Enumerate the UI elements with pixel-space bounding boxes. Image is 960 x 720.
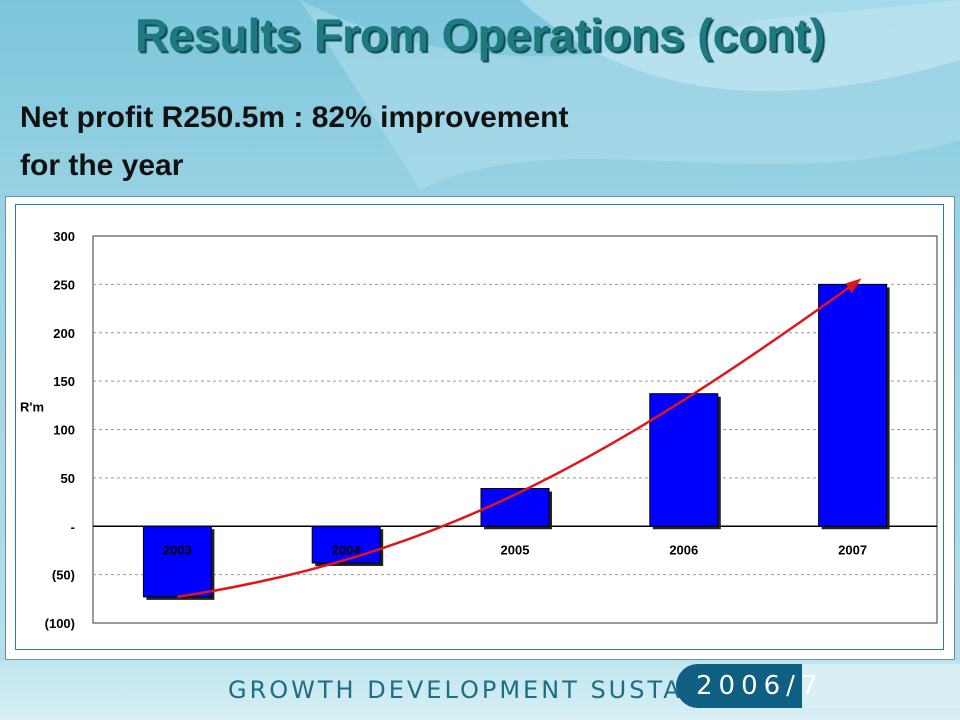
x-tick-label: 2003 xyxy=(163,542,192,557)
y-tick-label: 250 xyxy=(53,277,75,292)
footer-badge-tail xyxy=(802,664,960,708)
subtitle-line-1: Net profit R250.5m : 82% improvement xyxy=(20,101,569,134)
y-axis-label: R'm xyxy=(20,399,44,414)
chart-area: 300 250 200 150 100 50 - (50) (100) R'm 2003 2004 20… xyxy=(15,204,944,650)
slide-subtitle: Net profit R250.5m : 82% improvement for… xyxy=(20,94,840,190)
y-tick-label: 100 xyxy=(53,423,75,438)
y-tick-label: (50) xyxy=(52,568,75,583)
footer-year-badge xyxy=(676,664,802,708)
subtitle-line-2: for the year xyxy=(20,149,184,182)
y-tick-label: - xyxy=(71,519,75,534)
x-tick-label: 2007 xyxy=(838,542,867,557)
bar-2004 xyxy=(311,525,381,564)
x-tick-label: 2006 xyxy=(669,542,698,557)
trend-arrow xyxy=(177,280,859,599)
x-tick-label: 2005 xyxy=(501,542,530,557)
x-tick-label: 2004 xyxy=(332,542,362,557)
bar-2006 xyxy=(649,393,719,527)
chart-frame: 300 250 200 150 100 50 - (50) (100) R'm 2003 2004 20… xyxy=(5,196,955,660)
net-profit-chart: 300 250 200 150 100 50 - (50) (100) R'm 2003 2004 20… xyxy=(20,229,938,631)
bar-2003 xyxy=(142,525,212,598)
bar-2007 xyxy=(818,283,888,527)
footer-year: 2006/7 xyxy=(696,671,824,701)
y-tick-label: 50 xyxy=(61,471,75,486)
slide-title: Results From Operations (cont) xyxy=(134,9,826,61)
y-tick-label: 200 xyxy=(53,326,75,341)
y-tick-label: 150 xyxy=(53,374,75,389)
y-tick-label: (100) xyxy=(45,616,75,631)
y-tick-label: 300 xyxy=(53,229,75,244)
trend-arrowhead xyxy=(845,278,862,294)
